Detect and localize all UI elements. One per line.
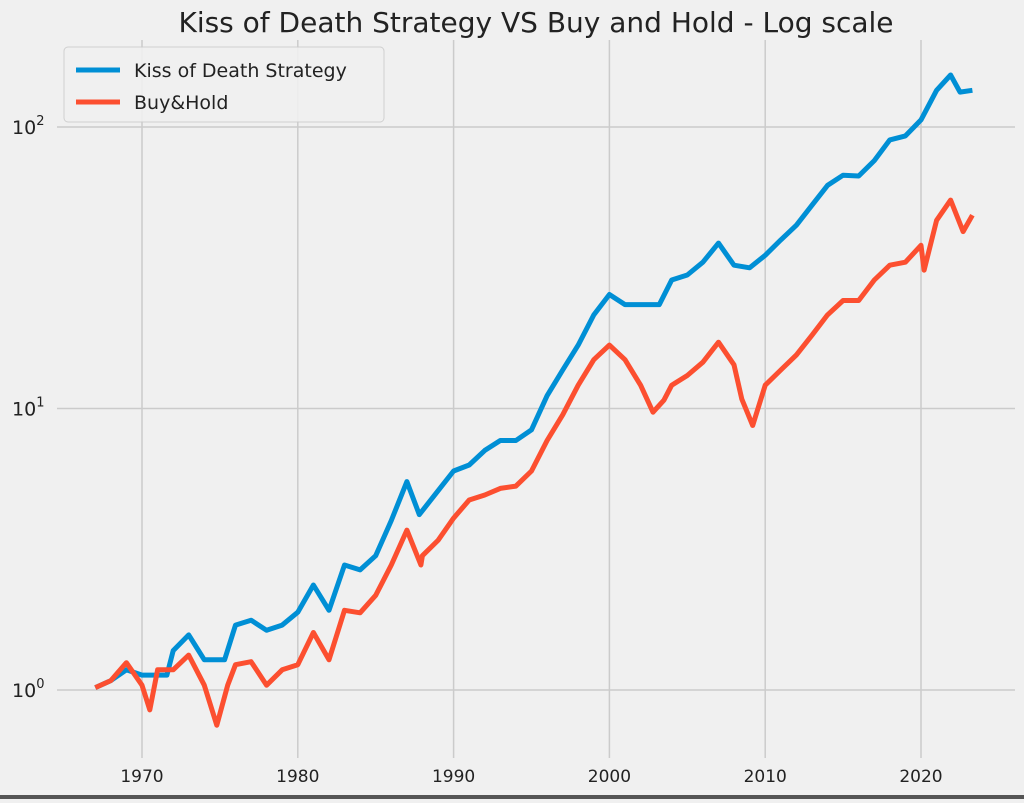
legend-box xyxy=(63,46,385,123)
y-tick-label: 100 xyxy=(12,677,44,702)
series-lines xyxy=(94,72,975,728)
x-tick-label: 2000 xyxy=(588,767,631,787)
legend-label-kiss-of-death: Kiss of Death Strategy xyxy=(134,60,347,82)
legend: Kiss of Death Strategy Buy&Hold xyxy=(63,46,385,123)
bottom-border xyxy=(0,795,1024,799)
grid xyxy=(57,40,1015,758)
x-tick-label: 1970 xyxy=(120,767,163,787)
y-tick-label: 101 xyxy=(12,396,44,421)
series-line-1 xyxy=(94,197,975,728)
x-tick-label: 2010 xyxy=(744,767,787,787)
y-tick-label: 102 xyxy=(12,114,44,139)
series-line-0 xyxy=(94,72,973,690)
chart-title: Kiss of Death Strategy VS Buy and Hold -… xyxy=(178,6,893,39)
x-tick-label: 1980 xyxy=(276,767,319,787)
x-tick-label: 1990 xyxy=(432,767,475,787)
x-tick-label: 2020 xyxy=(899,767,942,787)
legend-label-buy-and-hold: Buy&Hold xyxy=(134,92,228,114)
ticks: 1970 1980 1990 2000 2010 2020 100 101 102 xyxy=(12,114,943,787)
